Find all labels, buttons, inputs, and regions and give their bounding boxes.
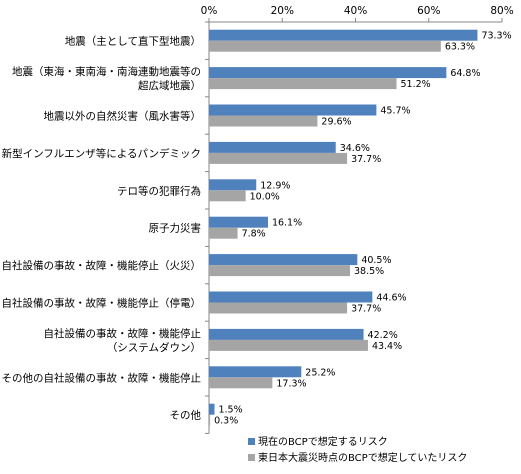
data-label: 1.5% (218, 405, 242, 416)
data-label: 42.2% (368, 330, 398, 341)
bar-at-earthquake (209, 414, 211, 426)
category-label: テロ等の犯罪行為 (117, 184, 201, 197)
data-label: 63.3% (445, 42, 475, 53)
data-label: 43.4% (372, 341, 402, 352)
bar-current (209, 141, 336, 153)
bar-current (209, 179, 257, 191)
x-tick-label: 60% (417, 5, 440, 17)
category-label: 地震（東海・東南海・南海連動地震等の (12, 65, 201, 78)
data-label: 12.9% (260, 180, 290, 191)
bar-at-earthquake (209, 302, 348, 314)
x-tick-label: 0% (201, 5, 218, 17)
category-label: 地震以外の自然災害（風水害等） (44, 110, 202, 123)
legend-label: 東日本大震災時点のBCPで想定していたリスク (258, 451, 467, 464)
category-label: 原子力災害 (149, 222, 202, 235)
data-label: 0.3% (214, 416, 238, 427)
bar-current (209, 29, 478, 41)
x-tick-label: 40% (344, 5, 367, 17)
plot-area: 0% 20% 40% 60% 80% 地震（主として直下型地震） 73.3% 63.3% 地震（… (0, 5, 514, 434)
x-tick-label: 20% (271, 5, 294, 17)
data-label: 10.0% (250, 191, 280, 202)
bar-at-earthquake (209, 115, 318, 127)
data-label: 34.6% (340, 143, 370, 154)
data-label: 17.3% (276, 378, 306, 389)
bar-at-earthquake (209, 339, 368, 351)
data-label: 38.5% (354, 266, 384, 277)
category-label: 自社設備の事故・故障・機能停止（停電） (2, 297, 202, 310)
legend-label: 現在のBCPで想定するリスク (258, 435, 388, 448)
category-label: 鳥・新型インフルエンザ等によるパンデミック (0, 147, 201, 160)
bar-current (209, 254, 358, 266)
data-label: 51.2% (401, 79, 431, 90)
bar-at-earthquake (209, 227, 238, 239)
category-label: （システムダウン） (107, 341, 201, 354)
category-label: 自社設備の事故・故障・機能停止 (44, 327, 202, 340)
category-label: その他の自社設備の事故・故障・機能停止 (2, 371, 202, 384)
data-label: 73.3% (481, 31, 511, 42)
bar-current (209, 104, 377, 116)
bar-at-earthquake (209, 152, 348, 164)
bar-current (209, 403, 215, 415)
data-label: 16.1% (272, 218, 302, 229)
bar-at-earthquake (209, 190, 246, 202)
bar-current (209, 366, 302, 378)
bar-current (209, 216, 268, 228)
data-label: 64.8% (450, 68, 480, 79)
data-label: 40.5% (361, 255, 391, 266)
category-label: 自社設備の事故・故障・機能停止（火災） (2, 259, 202, 272)
bar-at-earthquake (209, 377, 273, 389)
data-label: 45.7% (380, 106, 410, 117)
bar-current (209, 328, 364, 340)
data-label: 37.7% (351, 154, 381, 165)
bar-current (209, 67, 447, 79)
legend-swatch (248, 454, 255, 461)
data-label: 44.6% (376, 293, 406, 304)
bar-at-earthquake (209, 78, 397, 90)
data-label: 7.8% (242, 229, 266, 240)
category-label: その他 (170, 409, 202, 422)
data-label: 29.6% (321, 117, 351, 128)
category-label: 超広域地震） (138, 79, 201, 92)
legend-swatch (248, 438, 255, 445)
data-label: 25.2% (305, 367, 335, 378)
data-label: 37.7% (351, 304, 381, 315)
bar-current (209, 291, 373, 303)
bar-at-earthquake (209, 40, 441, 52)
category-label: 地震（主として直下型地震） (65, 35, 201, 48)
x-tick-label: 80% (490, 5, 513, 17)
bar-at-earthquake (209, 265, 351, 277)
